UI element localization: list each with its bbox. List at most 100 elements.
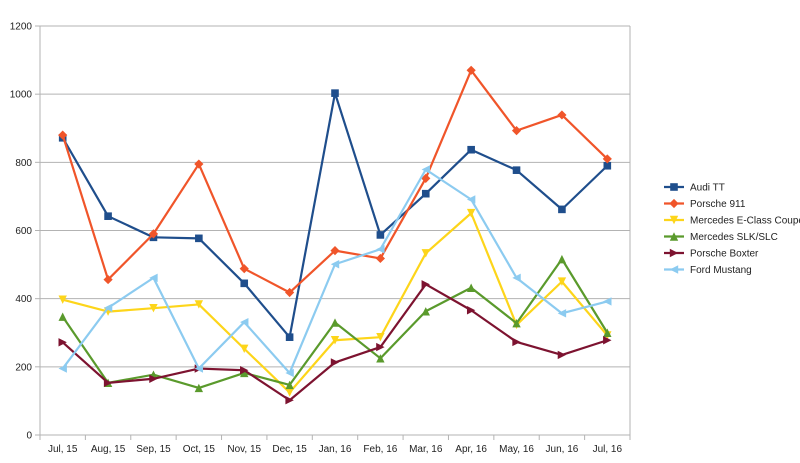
- data-point: [148, 229, 159, 239]
- data-point: [240, 366, 249, 375]
- data-point: [466, 208, 476, 218]
- data-point: [466, 65, 476, 75]
- data-point: [603, 328, 612, 337]
- data-point: [512, 337, 521, 347]
- data-point: [421, 249, 430, 258]
- data-point: [330, 336, 340, 345]
- data-point: [194, 300, 204, 309]
- data-point: [376, 332, 385, 342]
- data-point: [149, 304, 158, 313]
- data-point: [285, 287, 295, 298]
- data-point: [285, 380, 294, 390]
- legend-swatch-marker: [669, 265, 679, 274]
- data-point: [285, 396, 294, 405]
- data-point: [240, 279, 249, 288]
- legend-label: Mercedes SLK/SLC: [690, 232, 778, 243]
- data-point: [285, 333, 294, 341]
- y-tick-label: 400: [15, 294, 32, 305]
- data-point: [195, 234, 203, 243]
- legend-item: Ford Mustang: [664, 265, 752, 276]
- x-tick-label: Jul, 15: [48, 444, 78, 455]
- data-point: [421, 173, 431, 183]
- series-line: [61, 92, 609, 339]
- legend-label: Porsche Boxter: [690, 249, 759, 260]
- data-point: [603, 336, 612, 345]
- data-point: [421, 280, 430, 289]
- data-point: [558, 205, 566, 214]
- legend-item: Mercedes SLK/SLC: [664, 232, 778, 243]
- x-axis-ticks: Jul, 15 Aug, 15 Sep, 15 Oct, 15 Nov, 15 Dec, …: [48, 444, 623, 455]
- legend-item: Mercedes E-Class Coupé: [664, 216, 800, 227]
- data-point: [104, 212, 112, 220]
- data-point: [194, 383, 204, 393]
- legend-swatch-marker: [669, 248, 679, 258]
- data-point: [58, 130, 68, 140]
- series-2: [58, 208, 612, 397]
- data-point: [467, 145, 475, 154]
- legend-item: Porsche 911: [664, 198, 746, 210]
- data-point: [511, 126, 522, 136]
- x-tick-label: Apr, 16: [455, 444, 487, 455]
- data-point: [331, 89, 339, 97]
- data-point: [103, 274, 113, 285]
- data-point: [421, 165, 430, 174]
- data-point: [603, 297, 612, 306]
- y-tick-label: 600: [15, 226, 32, 237]
- data-point: [421, 189, 430, 198]
- legend-label: Ford Mustang: [690, 265, 752, 276]
- data-point: [376, 231, 385, 239]
- legend-item: Audi TT: [664, 183, 725, 194]
- data-point: [149, 273, 158, 283]
- legend-label: Porsche 911: [690, 199, 746, 210]
- legend: Audi TT Porsche 911 Mercedes E-Class Coupé…: [664, 183, 800, 276]
- y-tick-label: 800: [15, 158, 32, 169]
- data-point: [376, 354, 385, 363]
- y-tick-label: 0: [26, 431, 32, 442]
- data-point: [512, 319, 521, 328]
- data-point: [557, 277, 567, 286]
- x-tick-label: Oct, 15: [183, 444, 216, 455]
- data-point: [512, 273, 521, 283]
- data-point: [240, 368, 249, 378]
- data-point: [58, 312, 67, 321]
- series-5: [58, 165, 612, 378]
- x-tick-label: Sep, 15: [136, 444, 171, 455]
- x-tick-label: Dec, 15: [272, 444, 307, 455]
- data-point: [603, 161, 612, 170]
- data-point: [602, 154, 612, 164]
- legend-swatch-marker: [669, 215, 679, 225]
- series-line: [62, 212, 609, 394]
- data-point: [512, 166, 521, 174]
- data-point: [466, 283, 476, 292]
- data-point: [330, 358, 340, 367]
- data-point: [240, 344, 249, 353]
- data-point: [285, 388, 294, 397]
- x-tick-label: Feb, 16: [363, 444, 397, 455]
- y-tick-label: 1000: [10, 90, 33, 101]
- x-tick-label: Nov, 15: [227, 444, 261, 455]
- legend-swatch-marker: [669, 198, 679, 209]
- x-tick-label: Aug, 15: [91, 444, 126, 455]
- data-point: [466, 306, 476, 315]
- series-3: [58, 254, 612, 393]
- grid: [35, 25, 631, 440]
- data-point: [103, 378, 113, 388]
- x-tick-label: Jul, 16: [593, 444, 623, 455]
- data-point: [330, 318, 340, 327]
- y-tick-label: 1200: [10, 22, 33, 33]
- data-point: [240, 317, 249, 327]
- data-point: [58, 295, 67, 304]
- data-point: [58, 364, 67, 373]
- data-point: [557, 110, 567, 120]
- data-point: [376, 245, 385, 254]
- x-tick-label: Jun, 16: [546, 444, 579, 455]
- data-point: [285, 368, 294, 378]
- data-point: [149, 374, 158, 383]
- data-point: [557, 350, 567, 360]
- legend-swatch-marker: [669, 232, 679, 241]
- data-point: [376, 342, 385, 352]
- y-tick-label: 200: [15, 362, 32, 373]
- series-line: [61, 69, 609, 294]
- x-tick-label: Jan, 16: [319, 444, 352, 455]
